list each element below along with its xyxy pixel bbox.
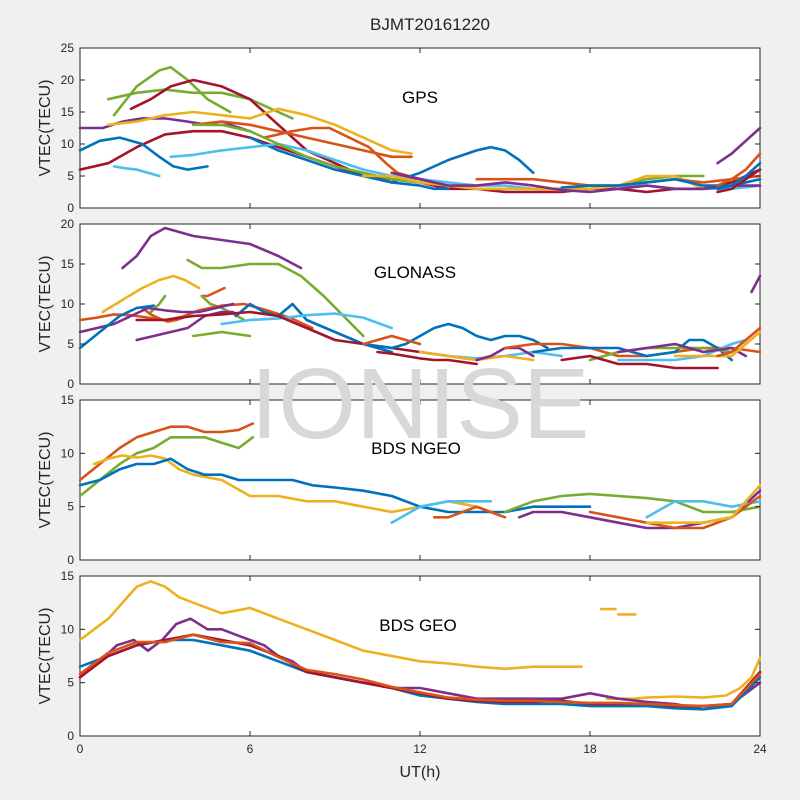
series-line-purple: [750, 274, 762, 294]
series-group: [78, 579, 762, 711]
y-tick-label: 0: [67, 377, 74, 391]
y-tick-label: 10: [61, 446, 75, 460]
series-line-red: [716, 168, 762, 194]
panel-bds-ngeo: BDS NGEO VTEC(TECU) 0 5 10 15: [37, 393, 762, 567]
y-tick-label: 15: [61, 393, 75, 407]
y-tick-label: 10: [61, 297, 75, 311]
series-line-green: [78, 435, 255, 498]
series-line-orange: [200, 286, 226, 298]
y-tick-label: 15: [61, 257, 75, 271]
y-tick-label: 10: [61, 137, 75, 151]
series-line-blue: [78, 638, 762, 711]
y-tick-label: 5: [67, 337, 74, 351]
y-tick-label: 0: [67, 553, 74, 567]
series-line-purple: [135, 310, 235, 342]
plot-area: [79, 575, 761, 737]
series-line-yellow: [605, 656, 762, 701]
series-line-blue: [390, 145, 535, 184]
series-line-orange: [432, 505, 507, 519]
y-axis-label: VTEC(TECU): [37, 256, 54, 353]
x-tick-label: 12: [413, 742, 427, 756]
series-line-orange: [716, 152, 762, 187]
series-line-blue: [531, 338, 734, 362]
y-tick-label: 5: [67, 169, 74, 183]
series-group: [78, 65, 762, 194]
series-line-yellow: [361, 174, 705, 192]
y-axis-label: VTEC(TECU): [37, 432, 54, 529]
series-line-cyan: [112, 165, 161, 178]
figure-title: BJMT20161220: [370, 15, 490, 34]
watermark: IONISE: [251, 348, 590, 460]
x-tick-label: 24: [753, 742, 767, 756]
series-line-green: [588, 346, 734, 362]
series-line-purple: [716, 126, 762, 165]
panel-glonass: GLONASS VTEC(TECU) 0 5 10 15 20: [37, 217, 762, 391]
y-axis-label: VTEC(TECU): [37, 80, 54, 177]
y-tick-label: 15: [61, 569, 75, 583]
series-line-cyan: [390, 499, 493, 525]
series-line-blue: [361, 322, 549, 350]
series-line-blue: [716, 161, 762, 191]
x-tick-label: 18: [583, 742, 597, 756]
y-tick-label: 15: [61, 105, 75, 119]
series-line-orange: [78, 633, 762, 708]
series-line-orange: [361, 334, 422, 346]
series-line-blue: [78, 136, 209, 171]
x-tick-label: 0: [77, 742, 84, 756]
x-axis-label: UT(h): [400, 764, 441, 781]
series-line-purple: [616, 342, 748, 358]
y-tick-label: 10: [61, 622, 75, 636]
y-axis-label: VTEC(TECU): [37, 608, 54, 705]
series-line-green: [186, 258, 365, 338]
panel-bds-geo: BDS GEO VTEC(TECU) 0 5 10 15 0 6 12 18 24: [37, 569, 767, 756]
panel-gps: GPS VTEC(TECU) 0 5 10 15 20 25: [37, 41, 762, 215]
series-group: [78, 422, 762, 530]
series-line-blue: [78, 457, 592, 514]
series-line-blue: [78, 304, 155, 350]
series-line-green: [192, 330, 252, 338]
series-line-green: [503, 492, 762, 514]
y-tick-label: 5: [67, 676, 74, 690]
series-line-yellow: [645, 483, 762, 525]
series-line-red: [376, 350, 479, 366]
y-tick-label: 25: [61, 41, 75, 55]
x-tick-label: 6: [247, 742, 254, 756]
series-line-blue: [234, 302, 394, 354]
series-line-purple: [390, 171, 762, 194]
panel-label: BDS NGEO: [371, 439, 461, 458]
plot-area: [79, 47, 761, 209]
series-line-yellow: [101, 274, 201, 314]
series-line-yellow: [78, 579, 583, 671]
y-tick-label: 20: [61, 73, 75, 87]
series-line-purple: [121, 226, 303, 270]
plot-area: [79, 399, 761, 561]
panel-label: BDS GEO: [379, 616, 456, 635]
series-line-orange: [716, 326, 762, 358]
y-tick-label: 0: [67, 729, 74, 743]
y-tick-label: 0: [67, 201, 74, 215]
series-group: [78, 226, 762, 370]
series-line-yellow: [673, 330, 762, 358]
panel-label: GPS: [402, 88, 438, 107]
panel-label: GLONASS: [374, 263, 456, 282]
series-line-cyan: [616, 338, 748, 362]
y-tick-label: 20: [61, 217, 75, 231]
series-line-cyan: [220, 312, 394, 330]
series-line-green: [112, 65, 232, 117]
series-line-yellow: [107, 107, 413, 155]
series-line-red: [560, 354, 719, 370]
y-tick-label: 5: [67, 500, 74, 514]
series-line-orange: [192, 120, 413, 159]
series-line-orange: [78, 422, 255, 482]
